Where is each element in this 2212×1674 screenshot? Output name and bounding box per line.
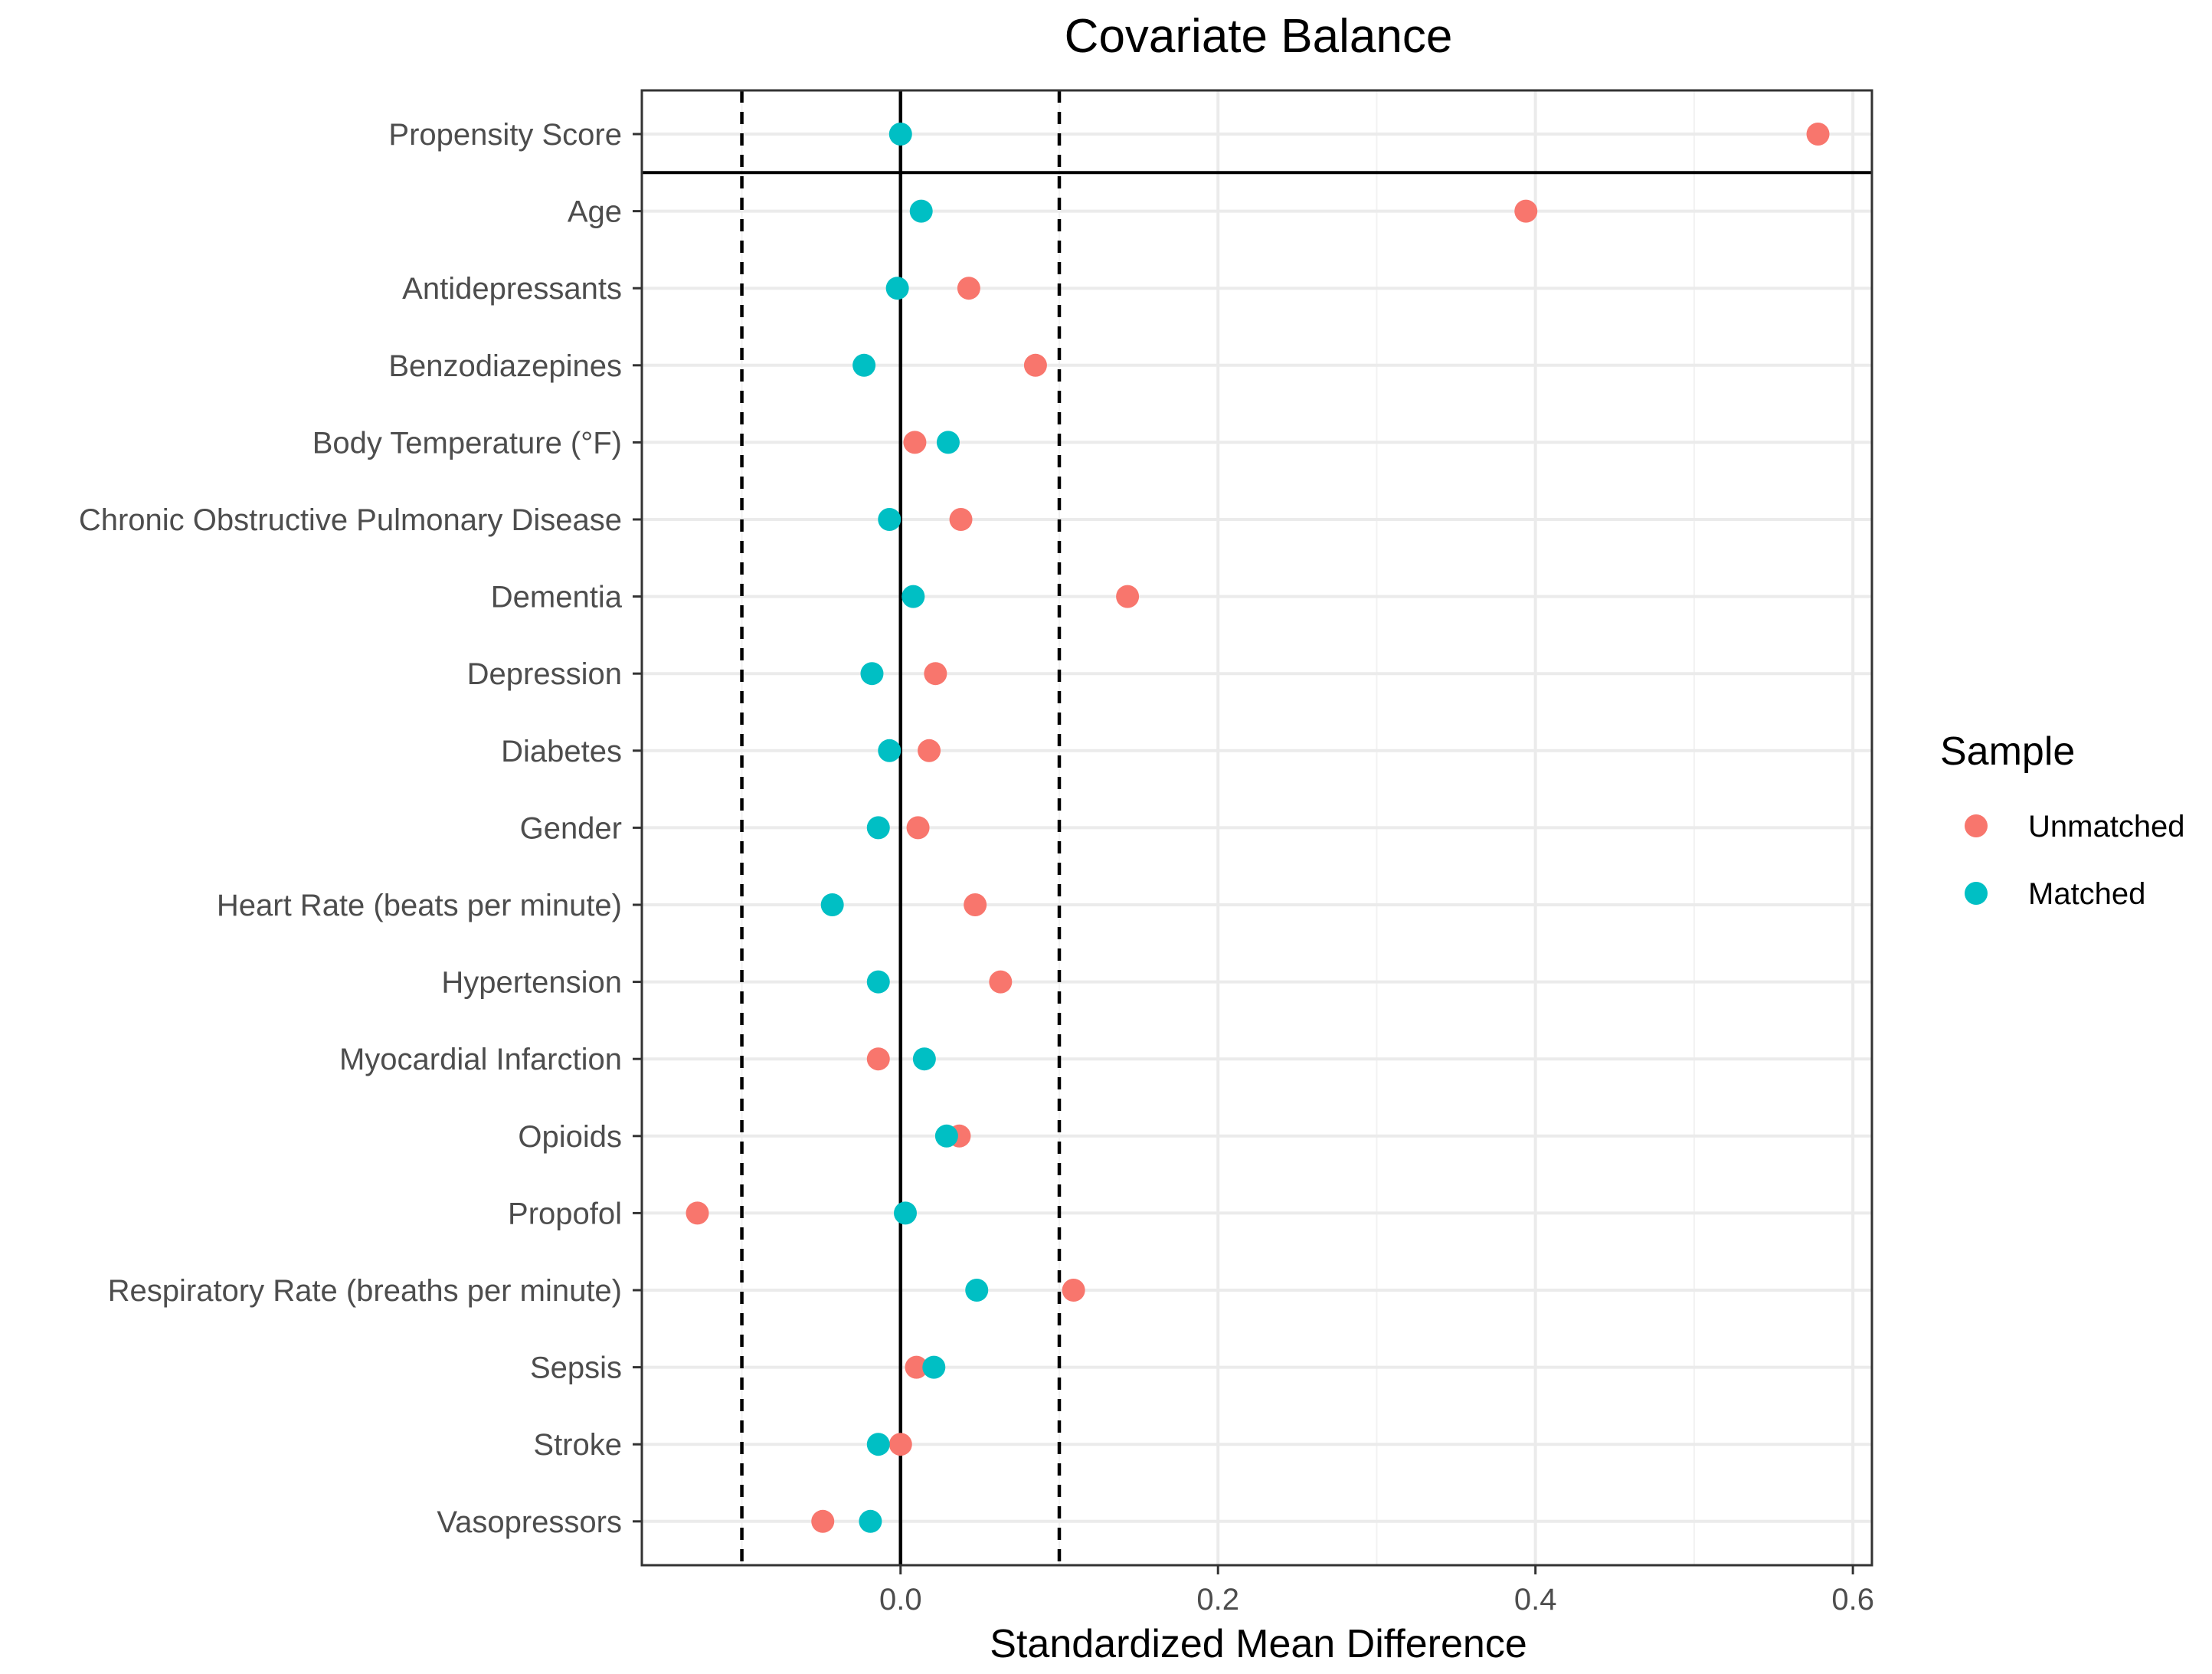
y-tick-label: Antidepressants <box>402 272 622 306</box>
legend-label-unmatched: Unmatched <box>2028 810 2185 844</box>
data-point-matched <box>909 199 933 223</box>
data-point-matched <box>936 431 960 454</box>
data-point-matched <box>859 1509 882 1533</box>
data-point-unmatched <box>1116 585 1140 608</box>
legend-key-matched <box>1965 882 1988 905</box>
data-point-matched <box>934 1124 958 1148</box>
y-tick-label: Sepsis <box>530 1351 622 1385</box>
data-point-unmatched <box>989 970 1013 994</box>
legend-items: Unmatched Matched <box>1965 810 2185 911</box>
legend: Sample Unmatched Matched <box>1940 729 2185 911</box>
data-point-matched <box>912 1047 936 1071</box>
data-point-matched <box>820 893 844 916</box>
data-point-unmatched <box>1514 199 1538 223</box>
legend-label-matched: Matched <box>2028 877 2145 911</box>
y-tick-label: Opioids <box>518 1120 622 1154</box>
data-point-unmatched <box>949 508 973 531</box>
data-point-matched <box>878 508 901 531</box>
data-point-matched <box>866 816 890 840</box>
y-tick-label: Body Temperature (°F) <box>312 426 622 460</box>
data-point-unmatched <box>686 1201 709 1225</box>
data-point-unmatched <box>1806 123 1830 146</box>
legend-key-unmatched <box>1965 814 1988 837</box>
y-tick-label: Respiratory Rate (breaths per minute) <box>108 1274 622 1308</box>
x-tick-label: 0.2 <box>1196 1583 1239 1617</box>
data-point-unmatched <box>918 739 941 762</box>
y-tick-label: Dementia <box>491 581 623 614</box>
data-point-unmatched <box>906 816 930 840</box>
data-point-unmatched <box>888 1433 912 1456</box>
data-point-matched <box>965 1279 989 1302</box>
y-tick-label: Diabetes <box>501 735 622 768</box>
y-tick-label: Propensity Score <box>388 118 622 152</box>
data-point-unmatched <box>1023 353 1047 377</box>
y-tick-label: Heart Rate (beats per minute) <box>217 889 622 922</box>
data-point-matched <box>878 739 901 762</box>
data-point-unmatched <box>964 893 987 916</box>
data-point-matched <box>860 662 884 686</box>
data-point-unmatched <box>811 1509 835 1533</box>
x-tick-label: 0.6 <box>1831 1583 1874 1617</box>
data-point-matched <box>901 585 925 608</box>
data-point-matched <box>922 1355 946 1379</box>
x-tick-label: 0.0 <box>879 1583 922 1617</box>
y-tick-label: Age <box>568 195 622 229</box>
y-tick-label: Depression <box>467 657 622 691</box>
y-tick-label: Propofol <box>508 1197 622 1230</box>
data-point-unmatched <box>866 1047 890 1071</box>
y-tick-label: Chronic Obstructive Pulmonary Disease <box>79 503 622 537</box>
data-point-matched <box>866 1433 890 1456</box>
data-point-matched <box>852 353 876 377</box>
data-point-unmatched <box>903 431 927 454</box>
data-point-matched <box>893 1201 917 1225</box>
x-axis-title: Standardized Mean Difference <box>990 1622 1526 1666</box>
y-tick-label: Myocardial Infarction <box>339 1043 622 1076</box>
x-tick-label: 0.4 <box>1514 1583 1557 1617</box>
y-tick-label: Gender <box>520 811 622 845</box>
data-point-matched <box>888 123 912 146</box>
y-tick-label: Stroke <box>533 1428 622 1462</box>
legend-title: Sample <box>1940 729 2075 774</box>
y-tick-label: Hypertension <box>441 966 622 1000</box>
chart-title: Covariate Balance <box>1065 10 1453 63</box>
plot-area: Propensity Score Age Antidepressants Benzod… <box>79 89 1874 1617</box>
data-point-unmatched <box>957 277 980 300</box>
data-point-unmatched <box>905 1355 928 1379</box>
data-point-unmatched <box>924 662 947 686</box>
data-point-matched <box>885 277 909 300</box>
y-tick-label: Benzodiazepines <box>388 349 622 383</box>
data-point-unmatched <box>1062 1279 1085 1302</box>
y-tick-label: Vasopressors <box>437 1505 622 1539</box>
data-point-matched <box>866 970 890 994</box>
